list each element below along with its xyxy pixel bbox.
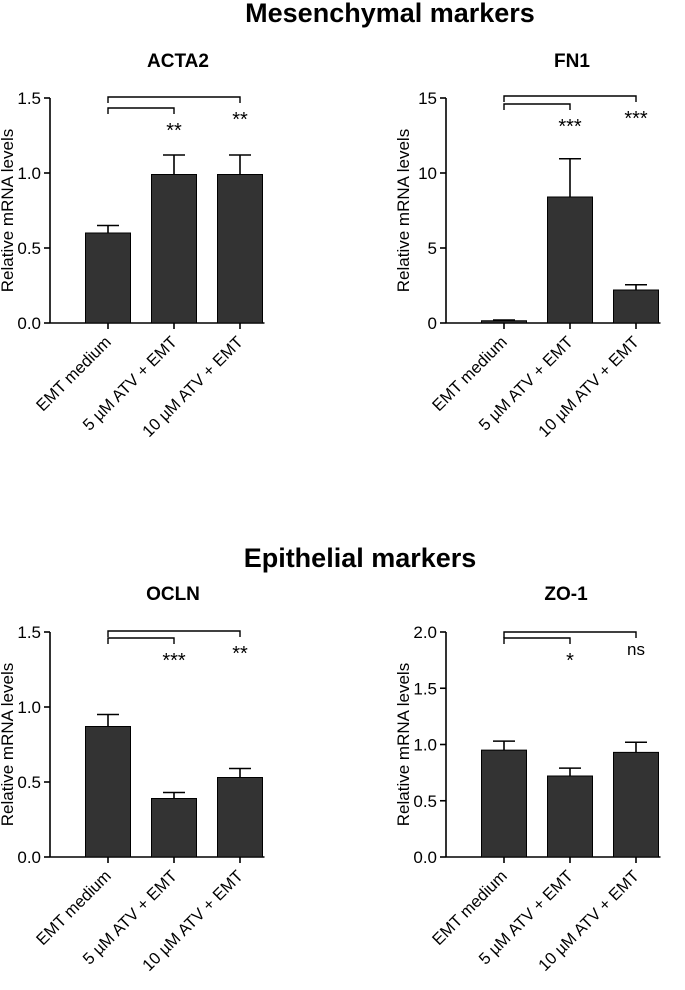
significance-bracket — [107, 637, 175, 644]
chart-title: ACTA2 — [147, 51, 209, 72]
chart-title: OCLN — [146, 584, 200, 605]
bar — [85, 726, 131, 858]
bar — [613, 751, 659, 858]
significance-bracket — [107, 96, 241, 103]
significance-label: ** — [166, 120, 182, 142]
y-tick-label: 1.5 — [17, 623, 41, 642]
y-axis-title: Relative mRNA levels — [0, 663, 17, 826]
bar — [85, 232, 131, 324]
y-tick-label: 0.0 — [17, 314, 41, 333]
significance-bracket — [107, 107, 175, 114]
bar — [481, 320, 527, 324]
significance-label: ** — [232, 643, 248, 665]
significance-label: *** — [162, 650, 186, 672]
bar — [151, 798, 197, 858]
chart-title: FN1 — [554, 51, 590, 72]
y-tick-label: 1.0 — [17, 164, 41, 183]
significance-label: * — [566, 650, 574, 672]
y-axis-title: Relative mRNA levels — [394, 663, 413, 826]
significance-bracket — [503, 103, 571, 110]
bar — [547, 196, 593, 324]
significance-bracket — [503, 637, 571, 644]
y-tick-label: 15 — [418, 89, 437, 108]
y-tick-label: 1.0 — [413, 736, 437, 755]
y-tick-label: 10 — [418, 164, 437, 183]
section-title-epithelial: Epithelial markers — [244, 543, 477, 573]
y-axis-title: Relative mRNA levels — [394, 129, 413, 292]
y-tick-label: 0.0 — [413, 848, 437, 867]
significance-bracket — [107, 630, 241, 637]
bar — [217, 174, 263, 324]
significance-label: *** — [624, 108, 648, 130]
y-tick-label: 0.0 — [17, 848, 41, 867]
significance-label: ns — [627, 640, 645, 659]
y-tick-label: 2.0 — [413, 623, 437, 642]
y-tick-label: 5 — [428, 239, 437, 258]
y-tick-label: 0.5 — [17, 239, 41, 258]
y-tick-label: 1.0 — [17, 698, 41, 717]
chart-title: ZO-1 — [544, 584, 588, 605]
y-tick-label: 1.5 — [17, 89, 41, 108]
bar — [613, 289, 659, 324]
bar — [547, 775, 593, 858]
significance-bracket — [503, 95, 637, 102]
y-tick-label: 0.5 — [17, 773, 41, 792]
y-tick-label: 1.5 — [413, 679, 437, 698]
y-tick-label: 0 — [428, 314, 437, 333]
y-tick-label: 0.5 — [413, 792, 437, 811]
significance-label: *** — [558, 116, 582, 138]
bar — [481, 749, 527, 858]
section-title-mesenchymal: Mesenchymal markers — [245, 0, 535, 28]
y-axis-title: Relative mRNA levels — [0, 129, 17, 292]
bar — [151, 174, 197, 324]
bar — [217, 777, 263, 858]
significance-bracket — [503, 631, 637, 638]
significance-label: ** — [232, 109, 248, 131]
